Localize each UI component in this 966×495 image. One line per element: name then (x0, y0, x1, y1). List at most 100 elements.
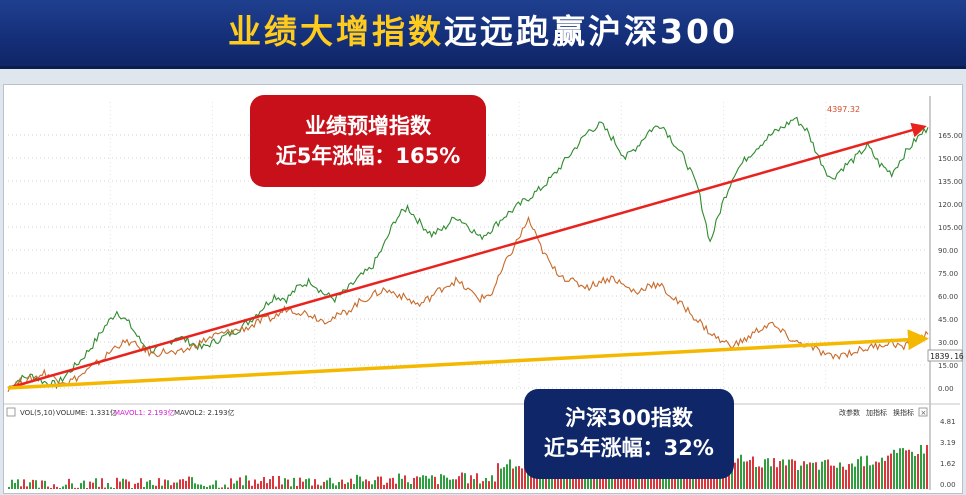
volume-bar (833, 465, 835, 489)
earnings-callout-line2: 近5年涨幅：165% (275, 144, 461, 168)
volume-bar (875, 461, 877, 489)
volume-bar (761, 467, 763, 489)
y-tick-label: 30.00 (938, 339, 958, 347)
volume-bar (224, 484, 226, 489)
volume-bar (749, 459, 751, 489)
y-tick-label: 0.00 (938, 385, 954, 393)
volume-bar (335, 485, 337, 489)
volume-tick-label: 4.81 (940, 418, 956, 426)
volume-bar (185, 480, 187, 489)
volume-bar (914, 455, 916, 489)
switch-indicator-button[interactable]: 换指标 (893, 408, 914, 417)
volume-bar (119, 481, 121, 489)
volume-bar (104, 487, 106, 489)
volume-bar (356, 474, 358, 489)
volume-bar (50, 488, 52, 489)
volume-bar (53, 484, 55, 489)
volume-bar (818, 469, 820, 489)
volume-bar (899, 448, 901, 489)
volume-bar (71, 483, 73, 489)
volume-bar (158, 478, 160, 489)
volume-bar (479, 483, 481, 489)
volume-bar (518, 466, 520, 489)
indicator-toggle-box[interactable] (6, 407, 16, 417)
last-value-label: 1839.16 (930, 352, 964, 361)
volume-bar (413, 477, 415, 489)
volume-bar (521, 468, 523, 489)
add-indicator-button[interactable]: 加指标 (866, 408, 887, 417)
volume-bar (764, 459, 766, 489)
volume-bar (434, 476, 436, 489)
volume-bar (92, 482, 94, 489)
volume-bar (476, 473, 478, 489)
volume-bar (362, 481, 364, 489)
volume-bar (320, 485, 322, 489)
volume-bar (851, 463, 853, 489)
vol-label: VOL(5,10) (20, 409, 55, 417)
volume-bar (116, 477, 118, 489)
earnings-trend-arrow (7, 122, 927, 390)
volume-bar (209, 485, 211, 489)
volume-bar (20, 486, 22, 489)
volume-bar (746, 461, 748, 489)
volume-bar (152, 484, 154, 489)
volume-bar (869, 465, 871, 489)
volume-label: VOLUME: 1.331亿 (56, 408, 117, 417)
volume-bar (452, 479, 454, 489)
volume-bar (815, 462, 817, 489)
volume-bar (803, 461, 805, 489)
last-value-box (927, 349, 963, 362)
y-tick-label: 135.00 (938, 178, 963, 186)
volume-bar (878, 462, 880, 489)
volume-bar (296, 485, 298, 489)
volume-bar (278, 475, 280, 489)
change-params-button[interactable]: 改参数 (839, 408, 860, 417)
volume-bar (872, 464, 874, 489)
title-banner: 业绩大增指数远远跑赢沪深300 (0, 0, 966, 69)
volume-bar (392, 477, 394, 489)
close-icon[interactable] (918, 407, 928, 417)
csi300-trend-arrow (7, 329, 929, 390)
volume-bar (11, 479, 13, 489)
volume-bar (257, 483, 259, 489)
volume-bar (167, 480, 169, 489)
volume-bar (923, 453, 925, 489)
volume-bar (245, 475, 247, 489)
volume-tick-label: 3.19 (940, 439, 956, 447)
volume-bar (212, 484, 214, 489)
volume-bar (194, 483, 196, 489)
volume-bar (86, 488, 88, 489)
y-tick-label: 150.00 (938, 155, 963, 163)
volume-bar (347, 482, 349, 489)
earnings-callout-line1: 业绩预增指数 (305, 114, 431, 138)
volume-bar (197, 484, 199, 489)
y-tick-label: 120.00 (938, 201, 963, 209)
title-rest: 远远跑赢沪深300 (444, 12, 738, 51)
volume-bar (440, 474, 442, 489)
volume-bar (893, 449, 895, 489)
volume-bars: 4.81 3.19 1.62 0.00 (8, 418, 956, 489)
volume-bar (233, 483, 235, 489)
volume-bar (227, 487, 229, 489)
volume-bar (503, 467, 505, 489)
volume-bar (449, 479, 451, 489)
volume-bar (170, 485, 172, 489)
volume-bar (416, 476, 418, 489)
y-tick-label: 60.00 (938, 293, 958, 301)
y-tick-label: 105.00 (938, 224, 963, 232)
svg-text:×: × (921, 409, 927, 417)
volume-bar (509, 459, 511, 489)
y-tick-label: 45.00 (938, 316, 958, 324)
volume-bar (182, 479, 184, 489)
volume-bar (263, 477, 265, 489)
volume-bar (242, 485, 244, 489)
volume-bar (302, 481, 304, 489)
volume-bar (512, 468, 514, 489)
volume-bar (482, 481, 484, 489)
volume-bar (389, 478, 391, 489)
volume-bar (290, 486, 292, 489)
volume-bar (236, 480, 238, 489)
volume-bar (488, 481, 490, 489)
volume-bar (68, 478, 70, 489)
volume-bar (752, 456, 754, 489)
